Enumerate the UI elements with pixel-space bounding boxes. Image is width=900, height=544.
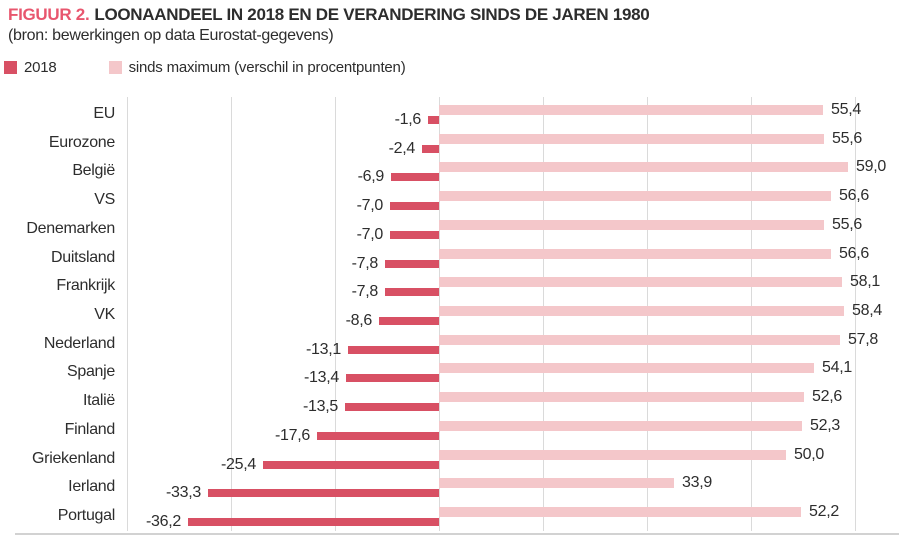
negative-bar [391,173,439,181]
legend-label-2018: 2018 [24,59,57,76]
positive-value-label: 52,3 [810,417,840,434]
gridline [855,97,856,531]
gridline [127,97,128,531]
positive-bar [439,392,804,402]
negative-value-label: -7,8 [351,283,379,300]
positive-value-label: 50,0 [794,446,824,463]
negative-value-label: -7,0 [356,197,384,214]
positive-bar [439,507,801,517]
negative-value-label: -8,6 [345,312,373,329]
positive-value-label: 56,6 [839,187,869,204]
positive-value-label: 58,4 [852,302,882,319]
positive-value-label: 55,6 [832,216,862,233]
positive-value-label: 52,2 [809,503,839,520]
category-label: Griekenland [32,450,115,467]
legend-swatch-sinds-maximum [108,61,122,74]
negative-bar [390,202,439,210]
positive-value-label: 52,6 [812,388,842,405]
category-label: België [72,162,115,179]
category-label: Eurozone [48,134,115,151]
legend-item-2018: 2018 [4,59,57,76]
category-label: Ierland [68,478,115,495]
negative-value-label: -7,8 [351,255,379,272]
gridline [335,97,336,531]
category-label: Frankrijk [56,277,115,294]
positive-bar [439,363,814,373]
positive-bar [439,335,840,345]
negative-bar [345,403,439,411]
positive-value-label: 57,8 [848,331,878,348]
positive-bar [439,450,786,460]
positive-value-label: 59,0 [856,158,886,175]
negative-bar [385,260,439,268]
positive-bar [439,277,842,287]
category-label: Nederland [43,335,115,352]
negative-value-label: -13,1 [306,341,341,358]
positive-bar [439,220,824,230]
category-label: Denemarken [26,220,115,237]
figure-title: LOONAANDEEL IN 2018 EN DE VERANDERING SI… [94,5,650,24]
legend-label-sinds-maximum: sinds maximum (verschil in procentpunten… [128,59,406,76]
positive-bar [439,249,831,259]
positive-bar [439,162,848,172]
negative-bar [348,346,439,354]
positive-value-label: 55,4 [831,101,861,118]
category-label: Portugal [57,507,116,524]
gridline [231,97,232,531]
legend-item-sinds-maximum: sinds maximum (verschil in procentpunten… [108,59,406,76]
category-label: VK [94,306,115,323]
negative-value-label: -33,3 [166,484,201,501]
negative-value-label: -36,2 [146,513,181,530]
legend: 2018 sinds maximum (verschil in procentp… [4,59,406,76]
negative-value-label: -17,6 [275,427,310,444]
negative-bar [379,317,439,325]
negative-value-label: -6,9 [357,168,385,185]
category-label: VS [94,191,115,208]
positive-value-label: 56,6 [839,245,869,262]
category-label: EU [93,105,115,122]
positive-bar [439,478,674,488]
page-title: FIGUUR 2. LOONAANDEEL IN 2018 EN DE VERAN… [8,5,650,25]
negative-bar [346,374,439,382]
negative-value-label: -25,4 [221,456,256,473]
category-label: Duitsland [50,249,115,266]
negative-bar [263,461,439,469]
category-label: Spanje [66,363,115,380]
positive-bar [439,306,844,316]
negative-value-label: -13,4 [304,369,339,386]
negative-bar [385,288,439,296]
negative-bar [390,231,439,239]
positive-value-label: 33,9 [682,474,712,491]
negative-value-label: -13,5 [303,398,338,415]
legend-swatch-2018 [4,61,17,74]
category-label: Finland [64,421,116,438]
x-axis-line [15,533,899,535]
negative-value-label: -2,4 [388,140,416,157]
category-label: Italië [83,392,115,409]
figure-number-label: FIGUUR 2. [8,5,90,24]
negative-bar [317,432,439,440]
negative-bar [428,116,439,124]
positive-value-label: 58,1 [850,273,880,290]
negative-value-label: -1,6 [394,111,422,128]
positive-bar [439,105,823,115]
negative-bar [208,489,439,497]
negative-value-label: -7,0 [356,226,384,243]
positive-value-label: 55,6 [832,130,862,147]
positive-value-label: 54,1 [822,359,852,376]
negative-bar [422,145,439,153]
positive-bar [439,134,824,144]
negative-bar [188,518,439,526]
figure-source: (bron: bewerkingen op data Eurostat-gege… [8,27,334,44]
positive-bar [439,421,802,431]
positive-bar [439,191,831,201]
